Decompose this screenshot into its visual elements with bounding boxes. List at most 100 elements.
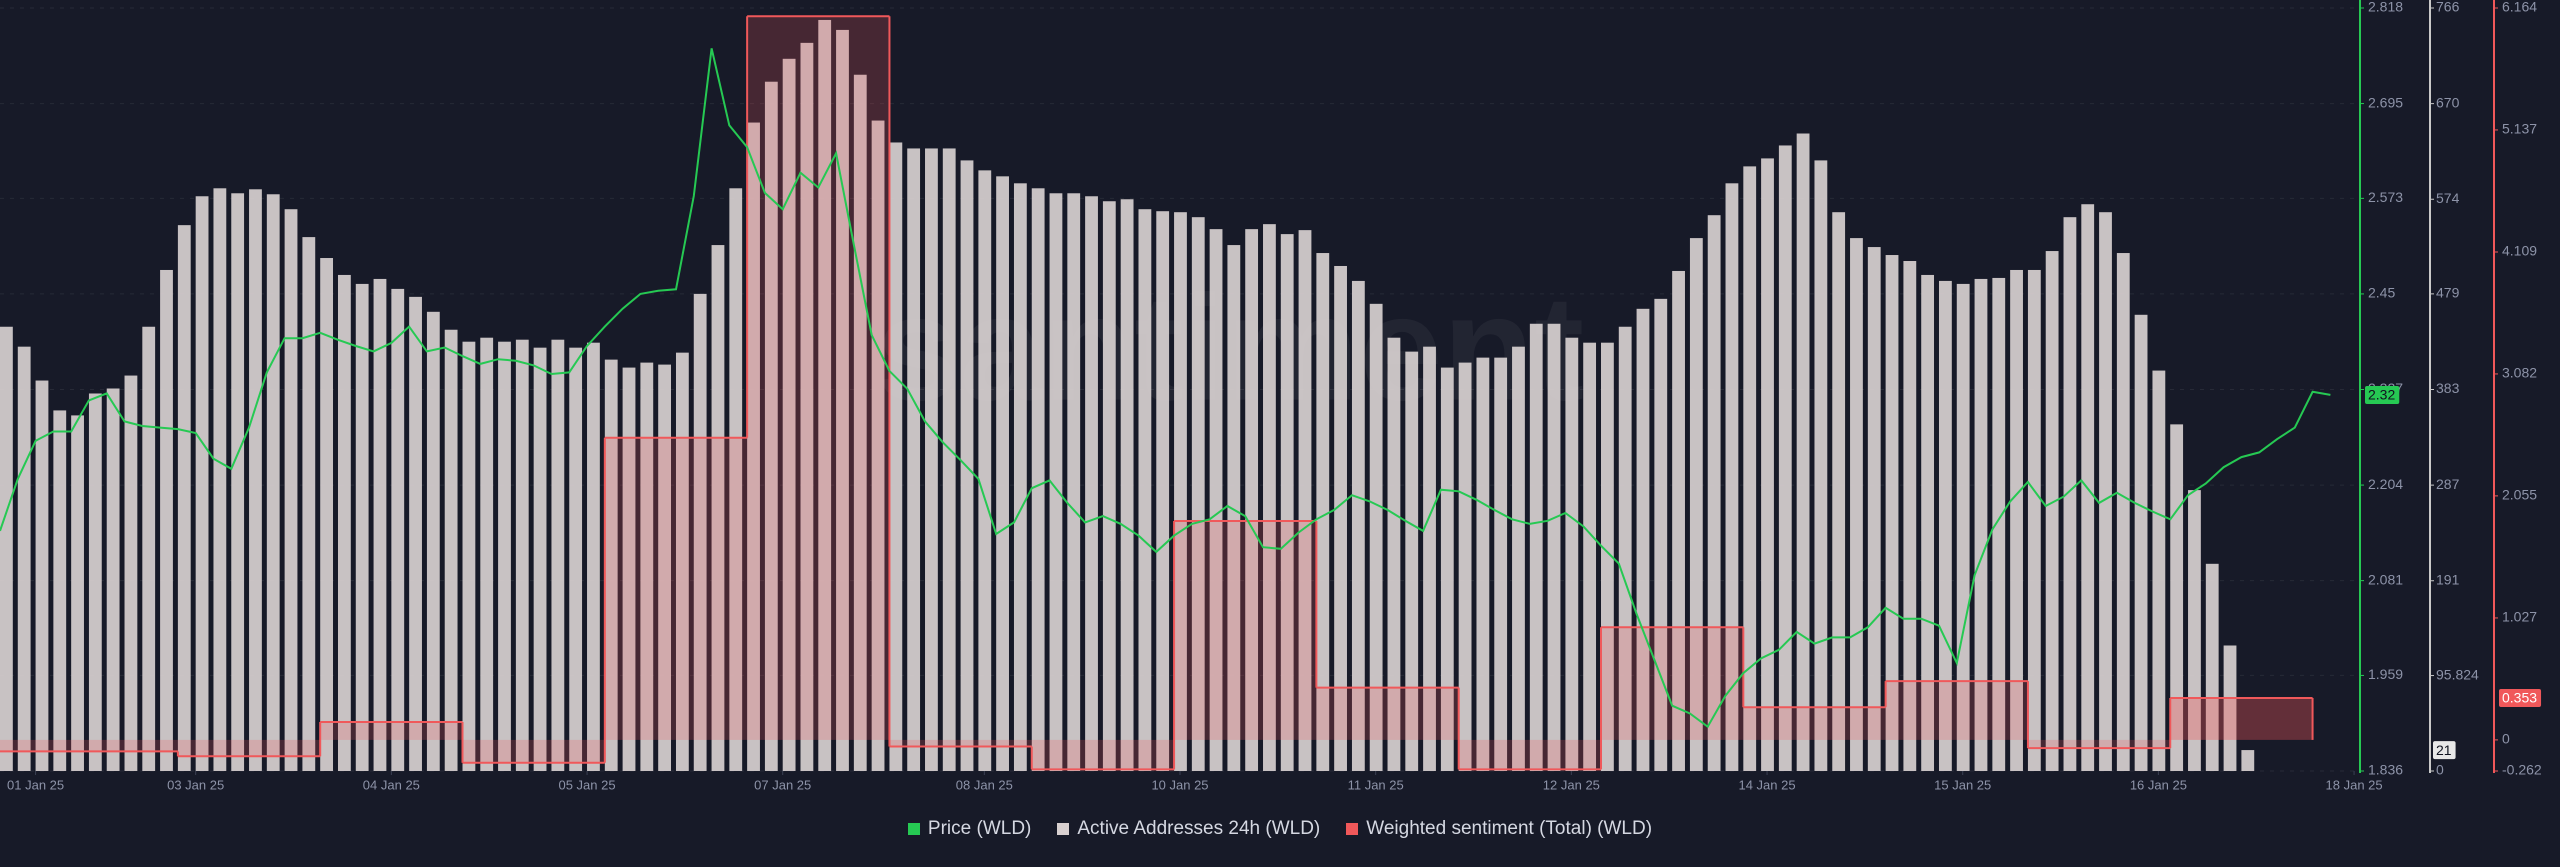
sentiment-fill <box>747 16 890 740</box>
bar <box>1992 277 2006 771</box>
badge-bg <box>2365 385 2400 404</box>
bar <box>231 193 245 771</box>
bar <box>569 347 583 771</box>
y-tick-label: 2.45 <box>2368 285 2395 301</box>
sentiment-fill <box>177 739 321 757</box>
sentiment-fill <box>1031 739 1175 770</box>
legend-item[interactable]: Weighted sentiment (Total) (WLD) <box>1346 818 1652 840</box>
bar <box>658 364 671 771</box>
x-tick-label: 15 Jan 25 <box>1934 777 1991 792</box>
y-tick-label: 1.959 <box>2368 666 2403 682</box>
bar <box>1654 298 1668 771</box>
bar <box>533 347 547 771</box>
bar <box>889 142 903 771</box>
sentiment-fill <box>462 739 605 763</box>
bar <box>1316 253 1330 771</box>
bar <box>1850 238 1863 771</box>
bar <box>836 29 849 772</box>
legend-swatch <box>907 823 920 835</box>
y-tick-label: 0 <box>2502 731 2510 747</box>
legend-label: Price (WLD) <box>927 818 1032 839</box>
legend: Price (WLD) Active Addresses 24h (WLD) Wei… <box>0 818 2560 840</box>
bar <box>409 296 422 771</box>
y-tick-label: 4.109 <box>2502 243 2537 259</box>
bar <box>35 380 49 771</box>
bar <box>1672 270 1685 771</box>
sentiment-fill <box>1885 681 2028 740</box>
bar <box>1565 337 1579 771</box>
bar <box>1814 160 1828 772</box>
bar <box>1974 278 1988 771</box>
badge-bg <box>2499 688 2542 707</box>
bar <box>640 362 654 771</box>
sentiment-fill <box>1174 521 1317 740</box>
bar <box>2010 269 2023 771</box>
x-tick-label: 12 Jan 25 <box>1543 777 1600 792</box>
badge-bg <box>2433 741 2456 760</box>
bar <box>996 176 1009 771</box>
legend-label: Active Addresses 24h (WLD) <box>1077 818 1321 839</box>
bar <box>426 311 440 771</box>
x-tick-label: 03 Jan 25 <box>167 777 224 792</box>
bar <box>462 341 476 771</box>
x-tick-label: 04 Jan 25 <box>363 777 420 792</box>
bar <box>160 269 173 771</box>
bar <box>1832 212 1846 771</box>
value-badge: 2.32 <box>2365 385 2400 404</box>
bar <box>177 225 191 771</box>
chart: santiment1.8361.9592.0812.2042.3272.452.… <box>0 0 2560 812</box>
legend-item[interactable]: Price (WLD) <box>907 818 1032 840</box>
legend-label: Weighted sentiment (Total) (WLD) <box>1366 818 1653 839</box>
bar <box>907 148 921 772</box>
legend-item[interactable]: Active Addresses 24h (WLD) <box>1057 818 1320 840</box>
bar <box>320 258 334 771</box>
bar <box>2241 750 2255 771</box>
bar <box>1227 245 1241 772</box>
bar <box>444 329 458 771</box>
background <box>0 0 2560 812</box>
y-tick-label: 5.137 <box>2502 121 2537 137</box>
sentiment-fill <box>320 721 463 740</box>
bar <box>622 367 636 771</box>
sentiment-fill <box>1601 627 1744 740</box>
x-tick-label: 08 Jan 25 <box>956 777 1013 792</box>
bar <box>1298 230 1312 771</box>
y-tick-label: 1.027 <box>2502 609 2537 625</box>
bar <box>675 352 689 771</box>
y-tick-label: 6.164 <box>2502 0 2537 15</box>
bar <box>1476 357 1490 771</box>
bar <box>1867 247 1881 771</box>
bar <box>1085 196 1098 772</box>
bar <box>1583 342 1597 771</box>
bar <box>284 209 298 772</box>
y-tick-label: 2.695 <box>2368 94 2403 110</box>
sentiment-fill <box>604 437 748 740</box>
x-tick-label: 05 Jan 25 <box>558 777 615 792</box>
bar <box>925 148 938 772</box>
bar <box>693 293 707 771</box>
bar <box>1689 238 1703 771</box>
bar <box>871 120 885 772</box>
bar <box>391 288 405 771</box>
bar <box>1156 211 1170 771</box>
bar <box>498 341 511 771</box>
sentiment-fill <box>2170 697 2313 740</box>
bar <box>1174 212 1187 771</box>
badge-label: 2.32 <box>2368 387 2395 403</box>
bar <box>1761 158 1774 771</box>
bar <box>337 274 351 771</box>
y-tick-label: 2.573 <box>2368 189 2403 205</box>
y-tick-label: 479 <box>2436 285 2460 301</box>
bar <box>800 42 814 772</box>
x-tick-label: 10 Jan 25 <box>1151 777 1208 792</box>
bar <box>747 122 760 771</box>
bar <box>1138 209 1152 772</box>
bar <box>587 342 600 771</box>
bar <box>978 170 992 771</box>
bar <box>1209 229 1223 771</box>
bar <box>1369 303 1383 771</box>
bar <box>195 196 209 772</box>
y-tick-label: 2.055 <box>2502 487 2537 503</box>
bar <box>71 415 84 771</box>
